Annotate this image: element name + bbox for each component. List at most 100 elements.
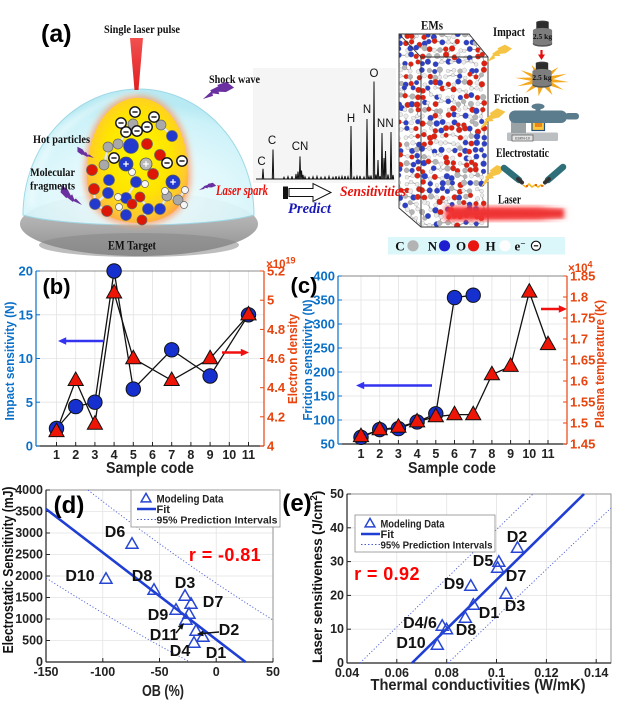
svg-text:D2: D2 xyxy=(219,622,240,639)
svg-text:3: 3 xyxy=(395,447,402,461)
svg-text:4: 4 xyxy=(267,439,275,454)
svg-text:EM Target: EM Target xyxy=(108,239,157,253)
svg-text:e−: e− xyxy=(515,239,526,254)
svg-text:(b): (b) xyxy=(42,274,70,299)
svg-text:150: 150 xyxy=(313,389,335,404)
svg-text:15: 15 xyxy=(19,307,33,322)
svg-text:5: 5 xyxy=(267,293,274,308)
svg-text:4: 4 xyxy=(111,448,118,462)
svg-text:Electrostatic Sensitivity (mJ): Electrostatic Sensitivity (mJ) xyxy=(0,487,17,654)
svg-text:Impact sensitivity (N): Impact sensitivity (N) xyxy=(2,302,17,421)
svg-text:3: 3 xyxy=(91,448,98,462)
svg-text:OB (%): OB (%) xyxy=(142,683,184,700)
svg-text:-150: -150 xyxy=(33,665,58,679)
svg-text:Laser: Laser xyxy=(498,192,521,207)
svg-text:8: 8 xyxy=(488,447,495,461)
svg-text:10: 10 xyxy=(222,448,236,462)
svg-text:D8: D8 xyxy=(132,568,153,585)
svg-text:D10: D10 xyxy=(65,568,94,585)
svg-text:0: 0 xyxy=(26,439,33,454)
svg-text:300: 300 xyxy=(313,317,335,332)
svg-text:Fit: Fit xyxy=(381,529,395,541)
svg-text:4: 4 xyxy=(414,447,421,461)
svg-text:(c): (c) xyxy=(291,273,318,298)
svg-text:50: 50 xyxy=(321,437,335,452)
svg-text:(e): (e) xyxy=(282,490,311,517)
svg-text:40: 40 xyxy=(330,521,344,535)
svg-text:N: N xyxy=(363,104,371,116)
svg-text:Modeling Data: Modeling Data xyxy=(381,519,446,531)
svg-text:2.5 kg: 2.5 kg xyxy=(533,32,552,41)
svg-text:-50: -50 xyxy=(150,665,168,679)
svg-text:Electron density: Electron density xyxy=(285,313,300,404)
svg-text:2500: 2500 xyxy=(15,548,43,562)
svg-text:r = -0.81: r = -0.81 xyxy=(189,545,261,565)
svg-text:9: 9 xyxy=(507,447,514,461)
svg-text:D4/6: D4/6 xyxy=(403,615,437,632)
svg-text:5: 5 xyxy=(26,395,33,410)
svg-text:(d): (d) xyxy=(54,492,85,519)
svg-text:O: O xyxy=(456,239,466,254)
svg-text:11: 11 xyxy=(242,448,255,462)
svg-text:D10: D10 xyxy=(396,635,425,652)
svg-text:7: 7 xyxy=(470,447,477,461)
svg-text:1.5: 1.5 xyxy=(570,416,588,431)
svg-text:2: 2 xyxy=(376,447,383,461)
svg-text:D1: D1 xyxy=(479,605,500,622)
svg-text:Fit: Fit xyxy=(157,504,171,516)
svg-text:250: 250 xyxy=(313,341,335,356)
svg-text:95% Prediction Intervals: 95% Prediction Intervals xyxy=(157,515,278,527)
svg-text:Friction: Friction xyxy=(494,91,530,106)
svg-text:C: C xyxy=(268,135,276,147)
svg-text:D9: D9 xyxy=(444,576,465,593)
svg-text:Plasma temperature (K): Plasma temperature (K) xyxy=(592,300,607,428)
svg-text:C: C xyxy=(395,239,404,254)
svg-text:D6: D6 xyxy=(105,524,126,541)
svg-text:Sensitivities: Sensitivities xyxy=(340,184,406,200)
svg-text:400: 400 xyxy=(313,269,335,284)
svg-text:D1: D1 xyxy=(206,645,227,662)
svg-text:1.6: 1.6 xyxy=(570,374,588,389)
svg-text:CN: CN xyxy=(292,141,309,153)
svg-text:20: 20 xyxy=(330,588,344,602)
svg-text:D4: D4 xyxy=(170,643,191,660)
svg-text:N: N xyxy=(428,239,438,254)
svg-text:2: 2 xyxy=(72,448,79,462)
svg-text:0: 0 xyxy=(36,655,43,669)
svg-text:Electrostatic: Electrostatic xyxy=(496,145,549,160)
svg-text:fragments: fragments xyxy=(30,179,75,193)
svg-text:6: 6 xyxy=(149,448,156,462)
svg-text:500: 500 xyxy=(22,634,43,648)
svg-text:Friction sensitivity (N): Friction sensitivity (N) xyxy=(300,300,315,421)
svg-text:Shock wave: Shock wave xyxy=(209,72,261,86)
svg-text:20: 20 xyxy=(19,264,33,279)
svg-text:5.2: 5.2 xyxy=(267,264,285,279)
svg-text:7: 7 xyxy=(168,448,175,462)
svg-text:9: 9 xyxy=(207,448,214,462)
svg-text:100: 100 xyxy=(313,413,335,428)
svg-text:200: 200 xyxy=(313,365,335,380)
svg-text:4.6: 4.6 xyxy=(267,351,285,366)
svg-text:4.2: 4.2 xyxy=(267,409,285,424)
svg-text:D11: D11 xyxy=(150,627,179,644)
svg-text:Laser spark: Laser spark xyxy=(215,183,268,199)
svg-text:1.8: 1.8 xyxy=(570,290,588,305)
svg-text:0.12: 0.12 xyxy=(534,666,558,680)
svg-text:-100: -100 xyxy=(90,665,115,679)
svg-text:H: H xyxy=(485,239,495,254)
svg-text:2000: 2000 xyxy=(15,569,43,583)
svg-text:H: H xyxy=(347,113,355,125)
svg-text:2.5 kg: 2.5 kg xyxy=(532,73,551,82)
svg-text:4.4: 4.4 xyxy=(267,380,286,395)
svg-text:5: 5 xyxy=(432,447,439,461)
svg-text:D8: D8 xyxy=(456,622,477,639)
svg-text:1.55: 1.55 xyxy=(570,395,595,410)
svg-text:Molecular: Molecular xyxy=(30,165,76,179)
svg-text:D2: D2 xyxy=(507,529,528,546)
svg-text:Sample code: Sample code xyxy=(408,460,496,477)
svg-text:Predict: Predict xyxy=(288,201,332,217)
svg-text:8: 8 xyxy=(187,448,194,462)
svg-text:6: 6 xyxy=(451,447,458,461)
svg-text:1000: 1000 xyxy=(15,612,43,626)
svg-text:1.45: 1.45 xyxy=(570,437,595,452)
